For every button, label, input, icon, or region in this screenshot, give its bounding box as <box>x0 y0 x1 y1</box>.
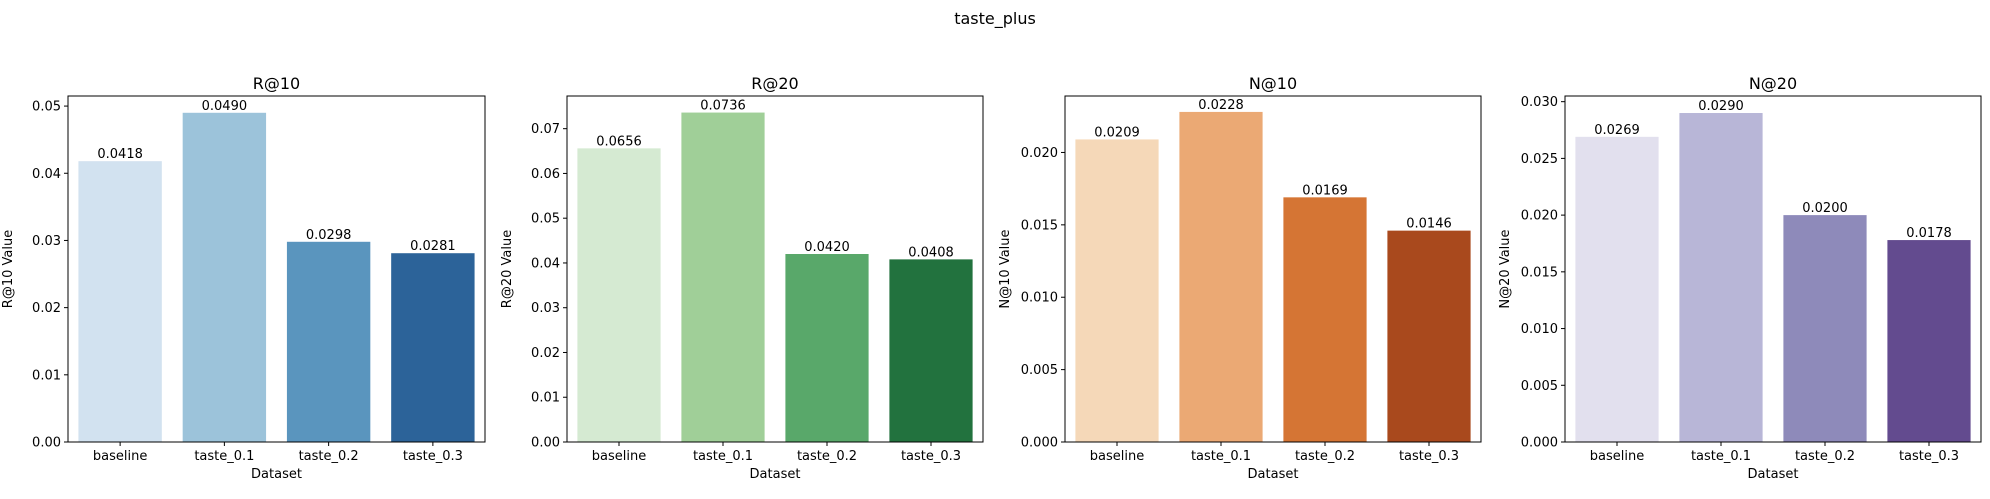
x-tick-label: baseline <box>1590 449 1644 464</box>
bar-taste_0.3 <box>391 253 475 442</box>
x-tick-label: baseline <box>1090 449 1144 464</box>
y-tick-label: 0.030 <box>1521 95 1558 110</box>
bar-value-label: 0.0298 <box>306 228 352 243</box>
y-tick-label: 0.07 <box>531 122 560 137</box>
x-axis-label: Dataset <box>1748 467 1799 482</box>
bar-taste_0.3 <box>1387 230 1471 442</box>
y-tick-label: 0.01 <box>531 391 560 406</box>
axes-frame <box>566 95 984 443</box>
y-axis-label: N@10 Value <box>998 229 1013 308</box>
subplot-1: R@10 0.0418 0.0490 0.0298 0.0281 baseline tast… <box>1 74 486 482</box>
y-tick-label: 0.005 <box>1521 379 1558 394</box>
y-tick-label: 0.010 <box>1521 322 1558 337</box>
bar-value-label: 0.0281 <box>410 239 456 254</box>
bar-taste_0.1 <box>681 112 765 442</box>
y-tick-label: 0.05 <box>32 100 61 115</box>
bar-taste_0.1 <box>1679 113 1763 443</box>
y-axis-label: R@10 Value <box>1 230 16 308</box>
y-tick-label: 0.04 <box>531 256 560 271</box>
y-tick-label: 0.000 <box>1021 436 1058 451</box>
subplot-3: N@10 0.0209 0.0228 0.0169 0.0146 baseline tast… <box>998 74 1482 482</box>
x-axis-label: Dataset <box>251 467 302 482</box>
x-tick-label: taste_0.1 <box>693 449 753 464</box>
bar-value-label: 0.0490 <box>202 99 248 114</box>
y-tick-label: 0.015 <box>1021 218 1058 233</box>
y-tick-label: 0.025 <box>1521 152 1558 167</box>
y-tick-label: 0.000 <box>1521 436 1558 451</box>
bar-value-label: 0.0418 <box>97 147 143 162</box>
bar-value-label: 0.0269 <box>1594 123 1640 138</box>
bar-value-label: 0.0209 <box>1094 125 1140 140</box>
bar-baseline <box>1575 136 1659 442</box>
y-tick-label: 0.02 <box>531 346 560 361</box>
y-tick-label: 0.015 <box>1521 265 1558 280</box>
bar-baseline <box>78 161 162 442</box>
bar-taste_0.2 <box>785 254 869 442</box>
subplot-4: N@20 0.0269 0.0290 0.0200 0.0178 baseline tast… <box>1498 74 1982 482</box>
axes-frame <box>1564 95 1982 443</box>
subplot-title: N@20 <box>1749 74 1797 93</box>
y-tick-label: 0.00 <box>531 436 560 451</box>
y-tick-label: 0.020 <box>1521 209 1558 224</box>
y-tick-label: 0.03 <box>531 301 560 316</box>
figure-suptitle: taste_plus <box>954 9 1036 29</box>
bar-value-label: 0.0290 <box>1698 99 1744 114</box>
y-axis-label: N@20 Value <box>1498 229 1513 308</box>
x-tick-label: baseline <box>592 449 646 464</box>
bar-taste_0.3 <box>889 259 973 442</box>
y-tick-label: 0.02 <box>32 301 61 316</box>
x-tick-label: taste_0.1 <box>1691 449 1751 464</box>
bar-taste_0.1 <box>1179 111 1263 442</box>
x-tick-label: taste_0.1 <box>194 449 254 464</box>
bar-value-label: 0.0228 <box>1198 98 1244 113</box>
x-tick-label: taste_0.2 <box>797 449 857 464</box>
bar-taste_0.2 <box>1283 197 1367 442</box>
bar-taste_0.1 <box>182 112 267 443</box>
subplot-title: N@10 <box>1249 74 1297 93</box>
x-tick-label: taste_0.2 <box>1295 449 1355 464</box>
y-tick-label: 0.005 <box>1021 363 1058 378</box>
x-tick-label: taste_0.3 <box>1399 449 1459 464</box>
axes-frame <box>1064 95 1482 443</box>
y-tick-label: 0.010 <box>1021 291 1058 306</box>
y-tick-label: 0.020 <box>1021 146 1058 161</box>
y-tick-label: 0.03 <box>32 234 61 249</box>
bar-value-label: 0.0736 <box>700 99 746 114</box>
bar-value-label: 0.0200 <box>1802 201 1848 216</box>
y-tick-label: 0.01 <box>32 368 61 383</box>
bar-baseline <box>577 148 661 442</box>
bar-taste_0.3 <box>1887 240 1971 442</box>
x-tick-label: taste_0.3 <box>901 449 961 464</box>
bar-value-label: 0.0169 <box>1302 183 1348 198</box>
bar-baseline <box>1075 139 1159 442</box>
subplot-title: R@10 <box>253 74 300 93</box>
y-tick-label: 0.05 <box>531 212 560 227</box>
y-tick-label: 0.00 <box>32 436 61 451</box>
bar-taste_0.2 <box>1783 215 1867 442</box>
x-tick-label: taste_0.1 <box>1191 449 1251 464</box>
x-tick-label: taste_0.2 <box>1795 449 1855 464</box>
y-axis-label: R@20 Value <box>500 230 515 308</box>
bar-value-label: 0.0146 <box>1406 217 1452 232</box>
bar-value-label: 0.0420 <box>804 240 850 255</box>
subplot-2: R@20 0.0656 0.0736 0.0420 0.0408 baseline tast… <box>500 74 984 482</box>
x-tick-label: taste_0.3 <box>403 449 463 464</box>
x-tick-label: baseline <box>93 449 147 464</box>
bar-taste_0.2 <box>286 241 371 442</box>
bar-value-label: 0.0656 <box>596 134 642 149</box>
axes-frame <box>67 95 486 443</box>
bar-value-label: 0.0178 <box>1906 226 1952 241</box>
x-axis-label: Dataset <box>1248 467 1299 482</box>
x-axis-label: Dataset <box>750 467 801 482</box>
y-tick-label: 0.04 <box>32 167 61 182</box>
subplot-title: R@20 <box>751 74 798 93</box>
x-tick-label: taste_0.3 <box>1899 449 1959 464</box>
y-tick-label: 0.06 <box>531 167 560 182</box>
x-tick-label: taste_0.2 <box>299 449 359 464</box>
bar-value-label: 0.0408 <box>908 245 954 260</box>
